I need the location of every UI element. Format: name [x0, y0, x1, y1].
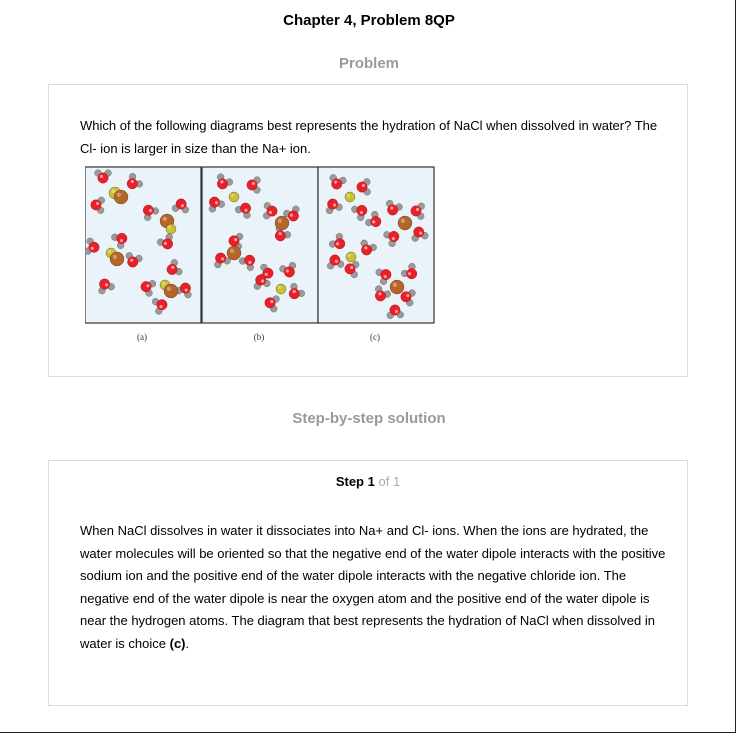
water-molecule	[151, 297, 168, 315]
water-molecule	[263, 202, 278, 220]
step-total: of 1	[378, 474, 401, 489]
water-molecule	[157, 233, 173, 250]
water-molecule	[279, 261, 297, 278]
water-molecule	[411, 226, 429, 242]
water-molecule	[325, 198, 343, 215]
water-molecule	[238, 254, 256, 271]
water-molecule	[351, 205, 368, 221]
water-molecule	[253, 274, 271, 290]
chloride-ion	[397, 215, 413, 231]
panel-label-a: (a)	[137, 332, 147, 342]
water-molecule	[264, 295, 280, 313]
step-title: Step 1 of 1	[49, 474, 687, 489]
step-number: 1	[367, 474, 375, 489]
water-molecule	[386, 199, 403, 216]
water-molecule	[344, 261, 360, 279]
panel-b-box	[201, 166, 319, 324]
water-molecule	[126, 173, 143, 190]
water-molecule	[235, 202, 251, 219]
chloride-ion	[109, 251, 125, 267]
water-molecule	[208, 196, 225, 213]
answer-choice: (c)	[169, 635, 186, 651]
water-molecule	[383, 231, 400, 247]
water-molecule	[125, 252, 143, 268]
water-molecule	[94, 169, 112, 184]
sodium-ion	[228, 191, 240, 203]
water-molecule	[217, 173, 233, 190]
page-border-bottom	[0, 732, 736, 733]
water-molecule	[400, 289, 416, 307]
step-label: Step	[335, 474, 364, 489]
water-molecule	[142, 204, 160, 221]
panel-label-b: (b)	[254, 332, 265, 342]
water-molecule	[375, 285, 391, 302]
panel-b	[201, 166, 319, 324]
problem-heading: Problem	[338, 55, 399, 72]
water-molecule	[85, 237, 100, 255]
water-molecule	[246, 176, 261, 194]
water-molecule	[386, 304, 404, 319]
water-molecule	[98, 278, 115, 295]
chloride-ion	[163, 283, 179, 299]
chloride-ion	[274, 215, 290, 231]
problem-card: Which of the following diagrams best rep…	[48, 84, 688, 377]
hydration-diagram: (a) (b) (c)	[85, 166, 435, 342]
chloride-ion	[389, 279, 405, 295]
water-molecule	[214, 252, 231, 269]
water-molecule	[365, 210, 382, 228]
water-molecule	[288, 283, 305, 300]
water-molecule	[401, 263, 418, 280]
panel-c	[317, 166, 435, 324]
panel-a-box	[85, 166, 202, 324]
sodium-ion	[344, 191, 356, 203]
water-molecule	[375, 268, 392, 285]
page-border-right	[735, 0, 736, 733]
problem-question: Which of the following diagrams best rep…	[80, 118, 658, 156]
sodium-ion	[345, 251, 357, 263]
solution-answer: When NaCl dissolves in water it dissocia…	[80, 520, 670, 655]
water-molecule	[140, 280, 157, 297]
water-molecule	[329, 233, 346, 250]
water-molecule	[90, 196, 105, 214]
water-molecule	[356, 178, 371, 196]
answer-text: When NaCl dissolves in water it dissocia…	[80, 523, 666, 651]
water-molecule	[171, 198, 189, 214]
water-molecule	[360, 239, 377, 256]
chloride-ion	[113, 189, 129, 205]
panel-a	[85, 166, 202, 324]
solution-heading: Step-by-step solution	[292, 410, 446, 427]
panel-label-c: (c)	[370, 332, 380, 342]
water-molecule	[166, 259, 183, 276]
water-molecule	[327, 254, 345, 270]
chloride-ion	[226, 245, 242, 261]
solution-card: Step 1 of 1 When NaCl dissolves in water…	[48, 460, 688, 706]
water-molecule	[111, 233, 128, 249]
water-molecule	[410, 202, 425, 220]
sodium-ion	[275, 283, 287, 295]
chapter-title: Chapter 4, Problem 8QP	[283, 12, 455, 29]
water-molecule	[329, 174, 347, 190]
sodium-ion	[165, 223, 177, 235]
water-molecule	[283, 205, 300, 222]
answer-end: .	[185, 635, 190, 651]
